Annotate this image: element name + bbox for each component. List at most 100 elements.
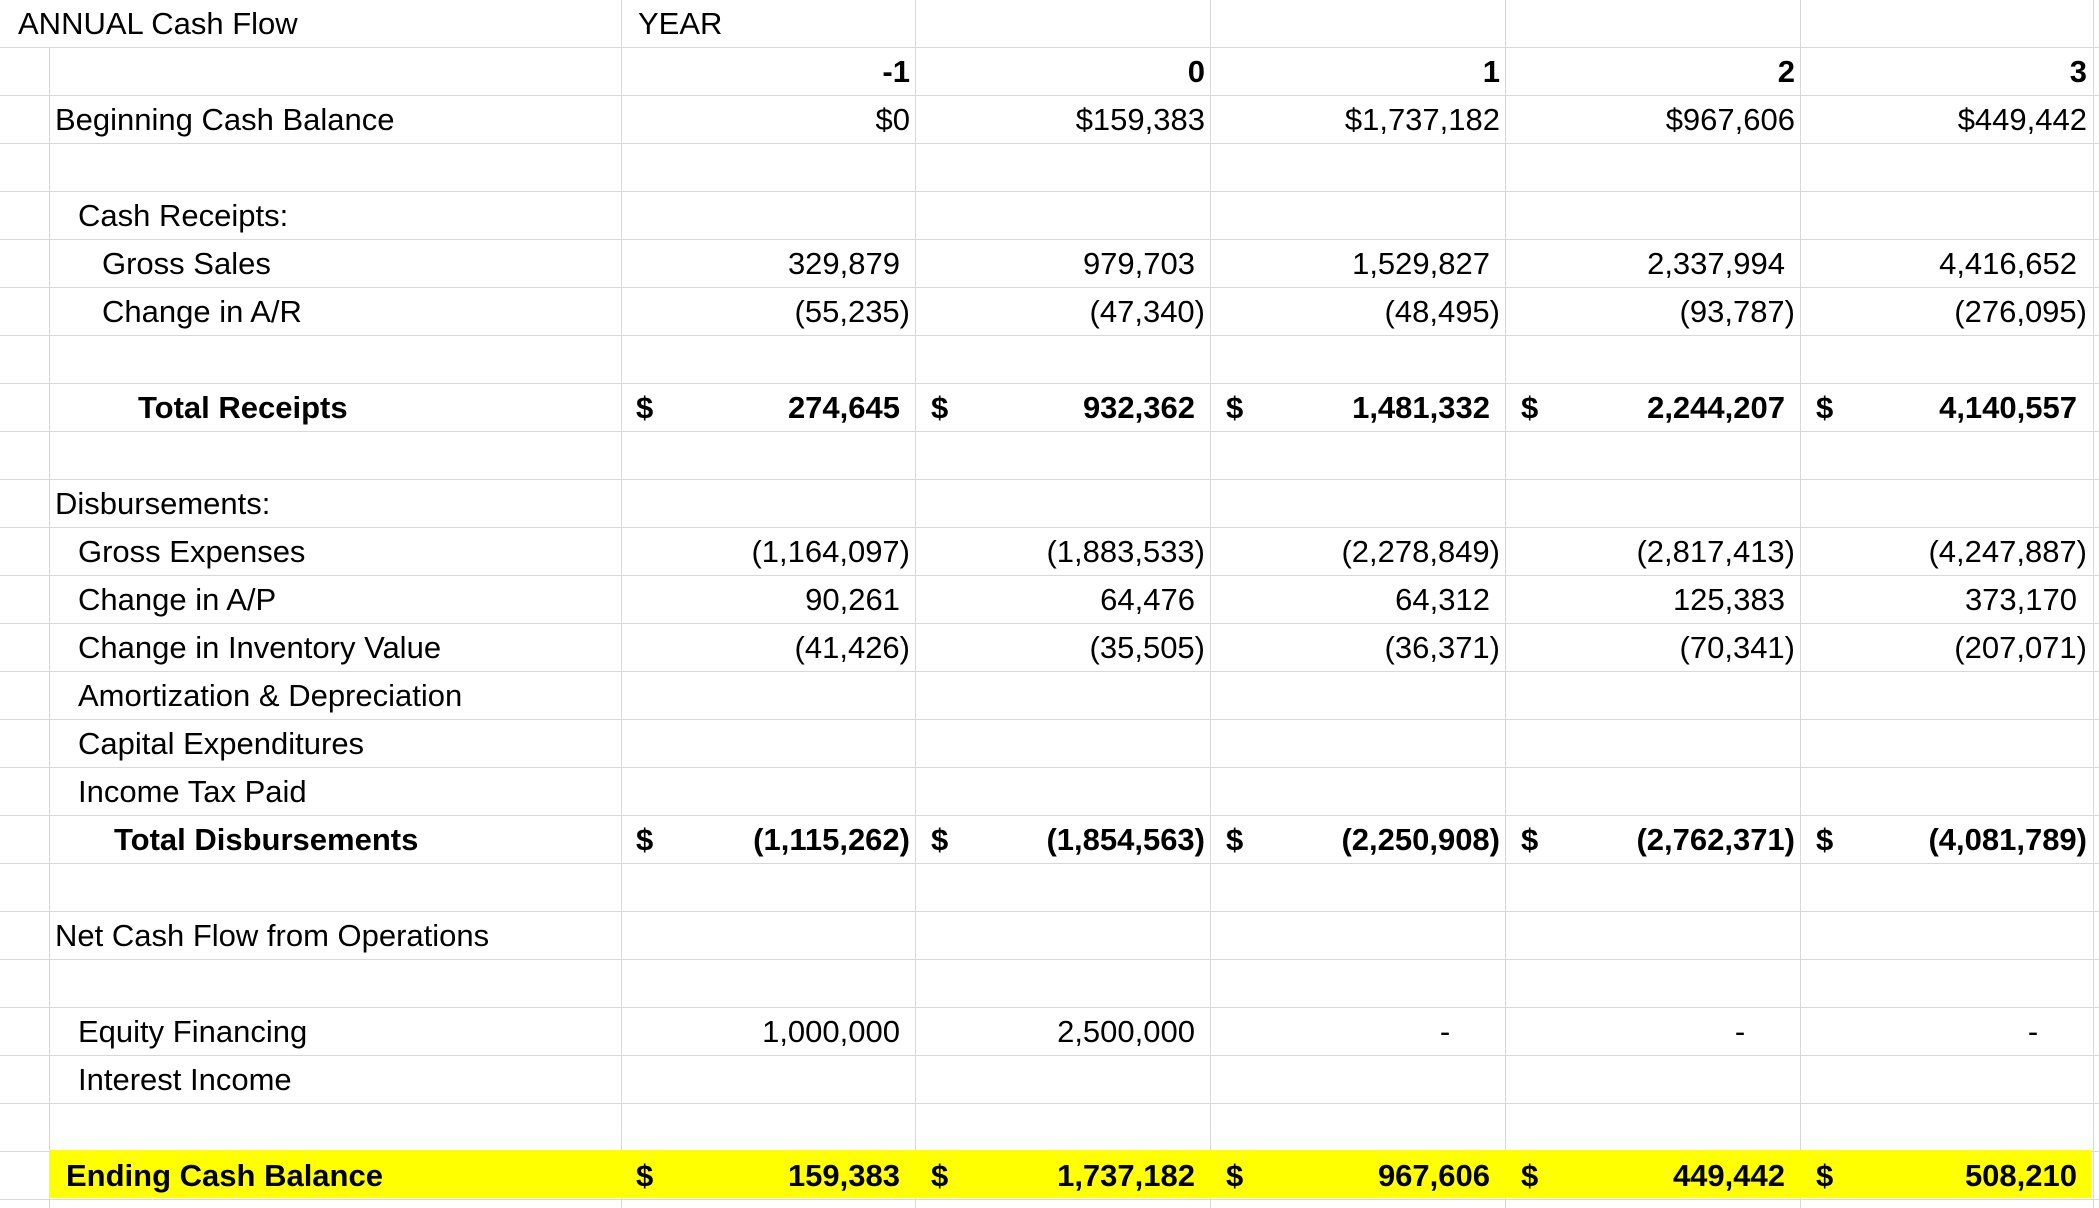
value-cell[interactable]: - <box>2027 1014 2039 1049</box>
gridline-horizontal <box>0 527 2099 528</box>
row-label[interactable]: Net Cash Flow from Operations <box>55 918 490 953</box>
value-cell[interactable]: 1,481,332 <box>1352 390 1490 425</box>
value-cell[interactable]: (4,247,887) <box>1928 534 2087 569</box>
value-cell[interactable]: (1,883,533) <box>1046 534 1205 569</box>
value-cell[interactable]: 1,000,000 <box>762 1014 900 1049</box>
value-cell[interactable]: (93,787) <box>1679 294 1795 329</box>
value-cell[interactable]: (2,762,371) <box>1636 822 1795 857</box>
value-cell[interactable]: 1,737,182 <box>1057 1158 1195 1193</box>
row-label[interactable]: Income Tax Paid <box>78 774 307 809</box>
gridline-horizontal <box>0 575 2099 576</box>
section-label[interactable]: Cash Receipts: <box>78 198 289 233</box>
change-inventory-row: Change in Inventory Value (41,426) (35,5… <box>0 624 2099 672</box>
value-cell[interactable]: (1,854,563) <box>1046 822 1205 857</box>
value-cell[interactable]: (1,164,097) <box>751 534 910 569</box>
row-label[interactable]: Change in Inventory Value <box>78 630 442 665</box>
row-label[interactable]: Ending Cash Balance <box>66 1158 383 1193</box>
value-cell[interactable]: $159,383 <box>1075 102 1205 137</box>
year-header[interactable]: YEAR <box>638 6 723 41</box>
gridline-horizontal <box>0 671 2099 672</box>
gross-expenses-row: Gross Expenses (1,164,097) (1,883,533) (… <box>0 528 2099 576</box>
gridline-vertical <box>2093 0 2094 1208</box>
value-cell[interactable]: 449,442 <box>1672 1158 1785 1193</box>
gridline-horizontal <box>0 863 2099 864</box>
income-tax-row: Income Tax Paid <box>0 768 2099 816</box>
value-cell[interactable]: $449,442 <box>1957 102 2087 137</box>
value-cell[interactable]: - <box>1439 1014 1451 1049</box>
value-cell[interactable]: (2,278,849) <box>1341 534 1500 569</box>
value-cell[interactable]: (55,235) <box>794 294 910 329</box>
row-label[interactable]: Capital Expenditures <box>78 726 365 761</box>
value-cell[interactable]: 329,879 <box>787 246 900 281</box>
value-cell[interactable]: (41,426) <box>794 630 910 665</box>
currency-symbol: $ <box>1816 822 1834 857</box>
value-cell[interactable]: 64,476 <box>1100 582 1195 617</box>
currency-symbol: $ <box>931 390 949 425</box>
gridline-vertical <box>1210 0 1211 1208</box>
year-cell[interactable]: 0 <box>1187 54 1205 89</box>
value-cell[interactable]: 90,261 <box>805 582 900 617</box>
value-cell[interactable]: (1,115,262) <box>753 822 910 857</box>
value-cell[interactable]: 64,312 <box>1395 582 1490 617</box>
row-label[interactable]: Total Disbursements <box>114 822 419 857</box>
row-label[interactable]: Change in A/P <box>78 582 277 617</box>
row-label[interactable]: Equity Financing <box>78 1014 308 1049</box>
row-label[interactable]: Total Receipts <box>138 390 348 425</box>
currency-symbol: $ <box>636 822 654 857</box>
ending-cash-row: Ending Cash Balance $ 159,383 $ 1,737,18… <box>0 1152 2099 1200</box>
value-cell[interactable]: 274,645 <box>787 390 900 425</box>
sheet-title[interactable]: ANNUAL Cash Flow <box>18 6 298 41</box>
row-label[interactable]: Gross Sales <box>102 246 271 281</box>
gridline-horizontal <box>0 815 2099 816</box>
currency-symbol: $ <box>931 822 949 857</box>
value-cell[interactable]: (2,817,413) <box>1636 534 1795 569</box>
value-cell[interactable]: 4,140,557 <box>1939 390 2077 425</box>
value-cell[interactable]: (36,371) <box>1384 630 1500 665</box>
row-label[interactable]: Amortization & Depreciation <box>78 678 463 713</box>
value-cell[interactable]: 932,362 <box>1082 390 1195 425</box>
value-cell[interactable]: 2,244,207 <box>1647 390 1785 425</box>
value-cell[interactable]: $967,606 <box>1665 102 1795 137</box>
gridline-horizontal <box>0 239 2099 240</box>
cash-receipts-header-row: Cash Receipts: <box>0 192 2099 240</box>
value-cell[interactable]: (207,071) <box>1954 630 2087 665</box>
row-label[interactable]: Gross Expenses <box>78 534 306 569</box>
value-cell[interactable]: 159,383 <box>787 1158 900 1193</box>
row-label[interactable]: Beginning Cash Balance <box>55 102 395 137</box>
value-cell[interactable]: (2,250,908) <box>1341 822 1500 857</box>
value-cell[interactable]: $1,737,182 <box>1344 102 1500 137</box>
value-cell[interactable]: (276,095) <box>1954 294 2087 329</box>
value-cell[interactable]: (70,341) <box>1679 630 1795 665</box>
value-cell[interactable]: 508,210 <box>1964 1158 2077 1193</box>
row-label[interactable]: Interest Income <box>78 1062 292 1097</box>
year-cell[interactable]: 3 <box>2069 54 2087 89</box>
row-label[interactable]: Change in A/R <box>102 294 302 329</box>
currency-symbol: $ <box>1226 390 1244 425</box>
value-cell[interactable]: $0 <box>875 102 910 137</box>
value-cell[interactable]: (48,495) <box>1384 294 1500 329</box>
value-cell[interactable]: 1,529,827 <box>1352 246 1490 281</box>
section-label[interactable]: Disbursements: <box>55 486 271 521</box>
value-cell[interactable]: 373,170 <box>1964 582 2077 617</box>
gridline-horizontal <box>0 1199 2099 1200</box>
year-cell[interactable]: 2 <box>1777 54 1795 89</box>
value-cell[interactable]: (47,340) <box>1089 294 1205 329</box>
gridline-vertical <box>915 0 916 1208</box>
currency-symbol: $ <box>1226 1158 1244 1193</box>
value-cell[interactable]: 125,383 <box>1672 582 1785 617</box>
gridline-horizontal <box>0 1055 2099 1056</box>
gridline-horizontal <box>0 191 2099 192</box>
value-cell[interactable]: (4,081,789) <box>1928 822 2087 857</box>
year-cell[interactable]: 1 <box>1482 54 1500 89</box>
value-cell[interactable]: 4,416,652 <box>1939 246 2077 281</box>
gridline-horizontal <box>0 383 2099 384</box>
value-cell[interactable]: 979,703 <box>1082 246 1195 281</box>
value-cell[interactable]: - <box>1734 1014 1746 1049</box>
value-cell[interactable]: 967,606 <box>1377 1158 1490 1193</box>
year-cell[interactable]: -1 <box>882 54 910 89</box>
value-cell[interactable]: (35,505) <box>1089 630 1205 665</box>
value-cell[interactable]: 2,337,994 <box>1647 246 1785 281</box>
value-cell[interactable]: 2,500,000 <box>1057 1014 1195 1049</box>
gridline-horizontal <box>0 767 2099 768</box>
